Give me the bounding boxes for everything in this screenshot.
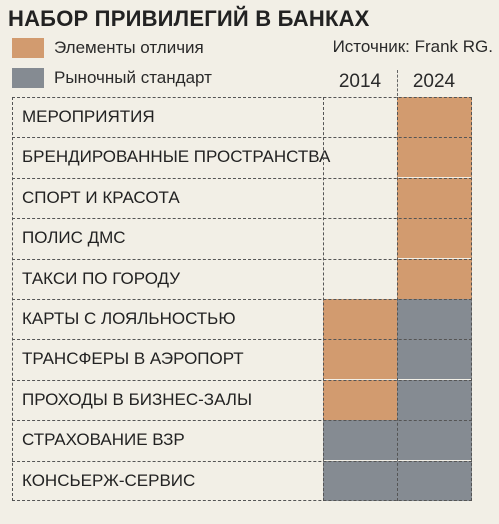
cell-2014-market_standard	[323, 460, 397, 501]
cell-2024-market_standard	[397, 460, 472, 501]
cell-2014-distinctive	[323, 339, 397, 380]
table-row: ПРОХОДЫ В БИЗНЕС-ЗАЛЫ	[12, 379, 472, 420]
table-row: КОНСЬЕРЖ-СЕРВИС	[12, 460, 472, 501]
row-label: СПОРТ И КРАСОТА	[22, 187, 180, 207]
table-row: БРЕНДИРОВАННЫЕ ПРОСТРАНСТВА	[12, 137, 472, 178]
table-body: МЕРОПРИЯТИЯ БРЕНДИРОВАННЫЕ ПРОСТРАНСТВА СП…	[12, 97, 472, 501]
row-divider	[12, 420, 472, 422]
row-label: ТАКСИ ПО ГОРОДУ	[22, 268, 181, 288]
row-divider	[12, 460, 472, 462]
cell-2024-distinctive	[397, 137, 472, 178]
legend-label-distinctive: Элементы отличия	[54, 38, 204, 57]
row-label: ПОЛИС ДМС	[22, 228, 126, 248]
table-row: МЕРОПРИЯТИЯ	[12, 97, 472, 137]
legend-item-distinctive: Элементы отличия	[12, 38, 204, 58]
cell-2024-distinctive	[397, 97, 472, 137]
legend-item-market-standard: Рыночный стандарт	[12, 68, 212, 88]
row-divider	[12, 137, 472, 139]
cell-2024-market_standard	[397, 299, 472, 339]
cell-2014-distinctive	[323, 379, 397, 420]
row-divider	[12, 339, 472, 341]
row-label: КАРТЫ С ЛОЯЛЬНОСТЬЮ	[22, 309, 236, 328]
cell-2014-distinctive	[323, 299, 397, 339]
column-divider	[397, 97, 398, 501]
column-header-divider	[397, 70, 398, 96]
row-divider	[12, 258, 472, 260]
cell-2024-distinctive	[397, 177, 472, 218]
legend-label-market-standard: Рыночный стандарт	[54, 68, 212, 87]
table-row: СТРАХОВАНИЕ ВЗР	[12, 420, 472, 461]
column-header-2014: 2014	[338, 71, 382, 92]
cell-2024-distinctive	[397, 218, 472, 259]
row-divider	[12, 218, 472, 220]
legend-swatch-distinctive	[12, 38, 44, 58]
table-row: ПОЛИС ДМС	[12, 218, 472, 259]
cell-2024-market_standard	[397, 379, 472, 420]
row-divider	[12, 379, 472, 381]
row-label: БРЕНДИРОВАННЫЕ ПРОСТРАНСТВА	[22, 147, 331, 167]
table-row: СПОРТ И КРАСОТА	[12, 177, 472, 218]
cell-2014-market_standard	[323, 420, 397, 461]
table-row: КАРТЫ С ЛОЯЛЬНОСТЬЮ	[12, 299, 472, 339]
legend-swatch-market-standard	[12, 68, 44, 88]
table-row: ТАКСИ ПО ГОРОДУ	[12, 258, 472, 299]
column-header-2024: 2024	[412, 71, 456, 92]
row-label: ТРАНСФЕРЫ В АЭРОПОРТ	[22, 349, 244, 369]
column-divider	[323, 97, 324, 501]
row-label: ПРОХОДЫ В БИЗНЕС-ЗАЛЫ	[22, 389, 252, 409]
table-frame	[12, 97, 472, 501]
cell-2024-market_standard	[397, 339, 472, 380]
row-label: КОНСЬЕРЖ-СЕРВИС	[22, 470, 196, 490]
cell-2024-market_standard	[397, 420, 472, 461]
row-divider	[12, 299, 472, 300]
row-label: СТРАХОВАНИЕ ВЗР	[22, 430, 185, 450]
privileges-table: МЕРОПРИЯТИЯ БРЕНДИРОВАННЫЕ ПРОСТРАНСТВА СП…	[12, 97, 472, 501]
chart-title: НАБОР ПРИВИЛЕГИЙ В БАНКАХ	[8, 6, 370, 31]
row-divider	[12, 177, 472, 179]
source-note: Источник: Frank RG.	[332, 37, 493, 56]
table-row: ТРАНСФЕРЫ В АЭРОПОРТ	[12, 339, 472, 380]
cell-2024-distinctive	[397, 258, 472, 299]
row-label: МЕРОПРИЯТИЯ	[22, 107, 155, 126]
